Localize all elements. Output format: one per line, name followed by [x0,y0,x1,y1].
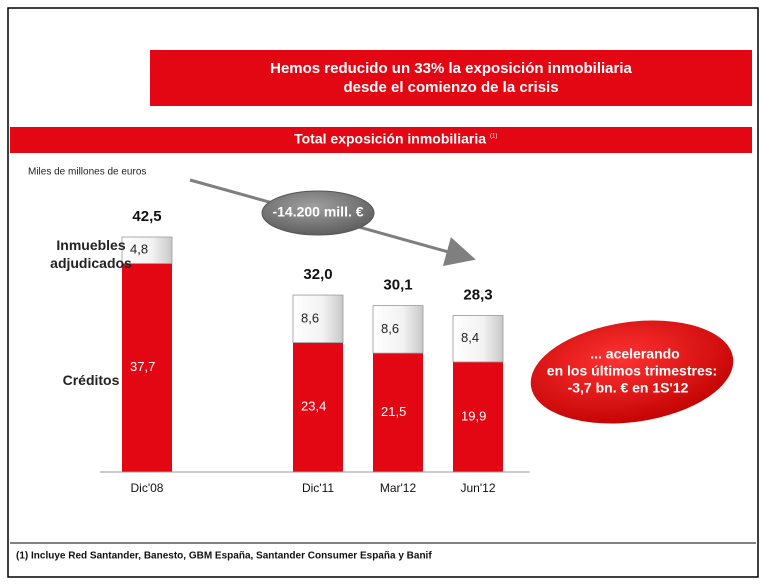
bar-segment [452,315,504,363]
bar-segment [121,236,173,264]
chart-banner [10,127,752,153]
bar-segment [293,342,343,472]
bar-segment [373,353,423,472]
value-label: 8,6 [301,310,319,325]
total-label: 32,0 [303,266,332,283]
legend-label: Inmuebles adjudicados [50,237,132,271]
callout-text: en los últimos trimestres: [547,363,717,379]
header-title: desde el comienzo de la crisis [343,79,558,96]
value-label: 23,4 [301,399,326,414]
x-tick-label: Dic'11 [302,481,334,495]
bar-segment [453,361,503,472]
total-label: 42,5 [132,208,161,225]
value-label: 8,6 [381,321,399,336]
callout-text: ... acelerando [590,346,679,362]
bar-segment [292,294,344,344]
value-label: 21,5 [381,404,406,419]
callout [530,320,734,424]
arrow-label: -14.200 mill. € [272,204,363,220]
value-label: 4,8 [130,242,148,257]
x-tick-label: Dic'08 [131,481,164,495]
chart-title: Total exposición inmobiliaria [294,131,486,147]
header-banner [150,50,752,106]
value-label: 8,4 [461,330,479,345]
bar-segment [372,305,424,354]
callout-text: -3,7 bn. € en 1S'12 [568,380,689,396]
header-title: Hemos reducido un 33% la exposición inmo… [270,60,632,77]
arrow-badge [261,190,375,236]
footnote: (1) Incluye Red Santander, Banesto, GBM … [16,551,432,562]
value-label: 19,9 [461,408,486,423]
chart-title-note: (1) [490,134,497,140]
legend-label: Créditos [62,372,120,388]
total-label: 28,3 [463,286,492,303]
bar-segment [122,263,172,472]
total-label: 30,1 [383,277,412,294]
unit-label: Miles de millones de euros [28,167,146,178]
x-tick-label: Mar'12 [380,481,417,495]
x-tick-label: Jun'12 [461,481,496,495]
value-label: 37,7 [130,359,155,374]
frame [7,7,759,578]
